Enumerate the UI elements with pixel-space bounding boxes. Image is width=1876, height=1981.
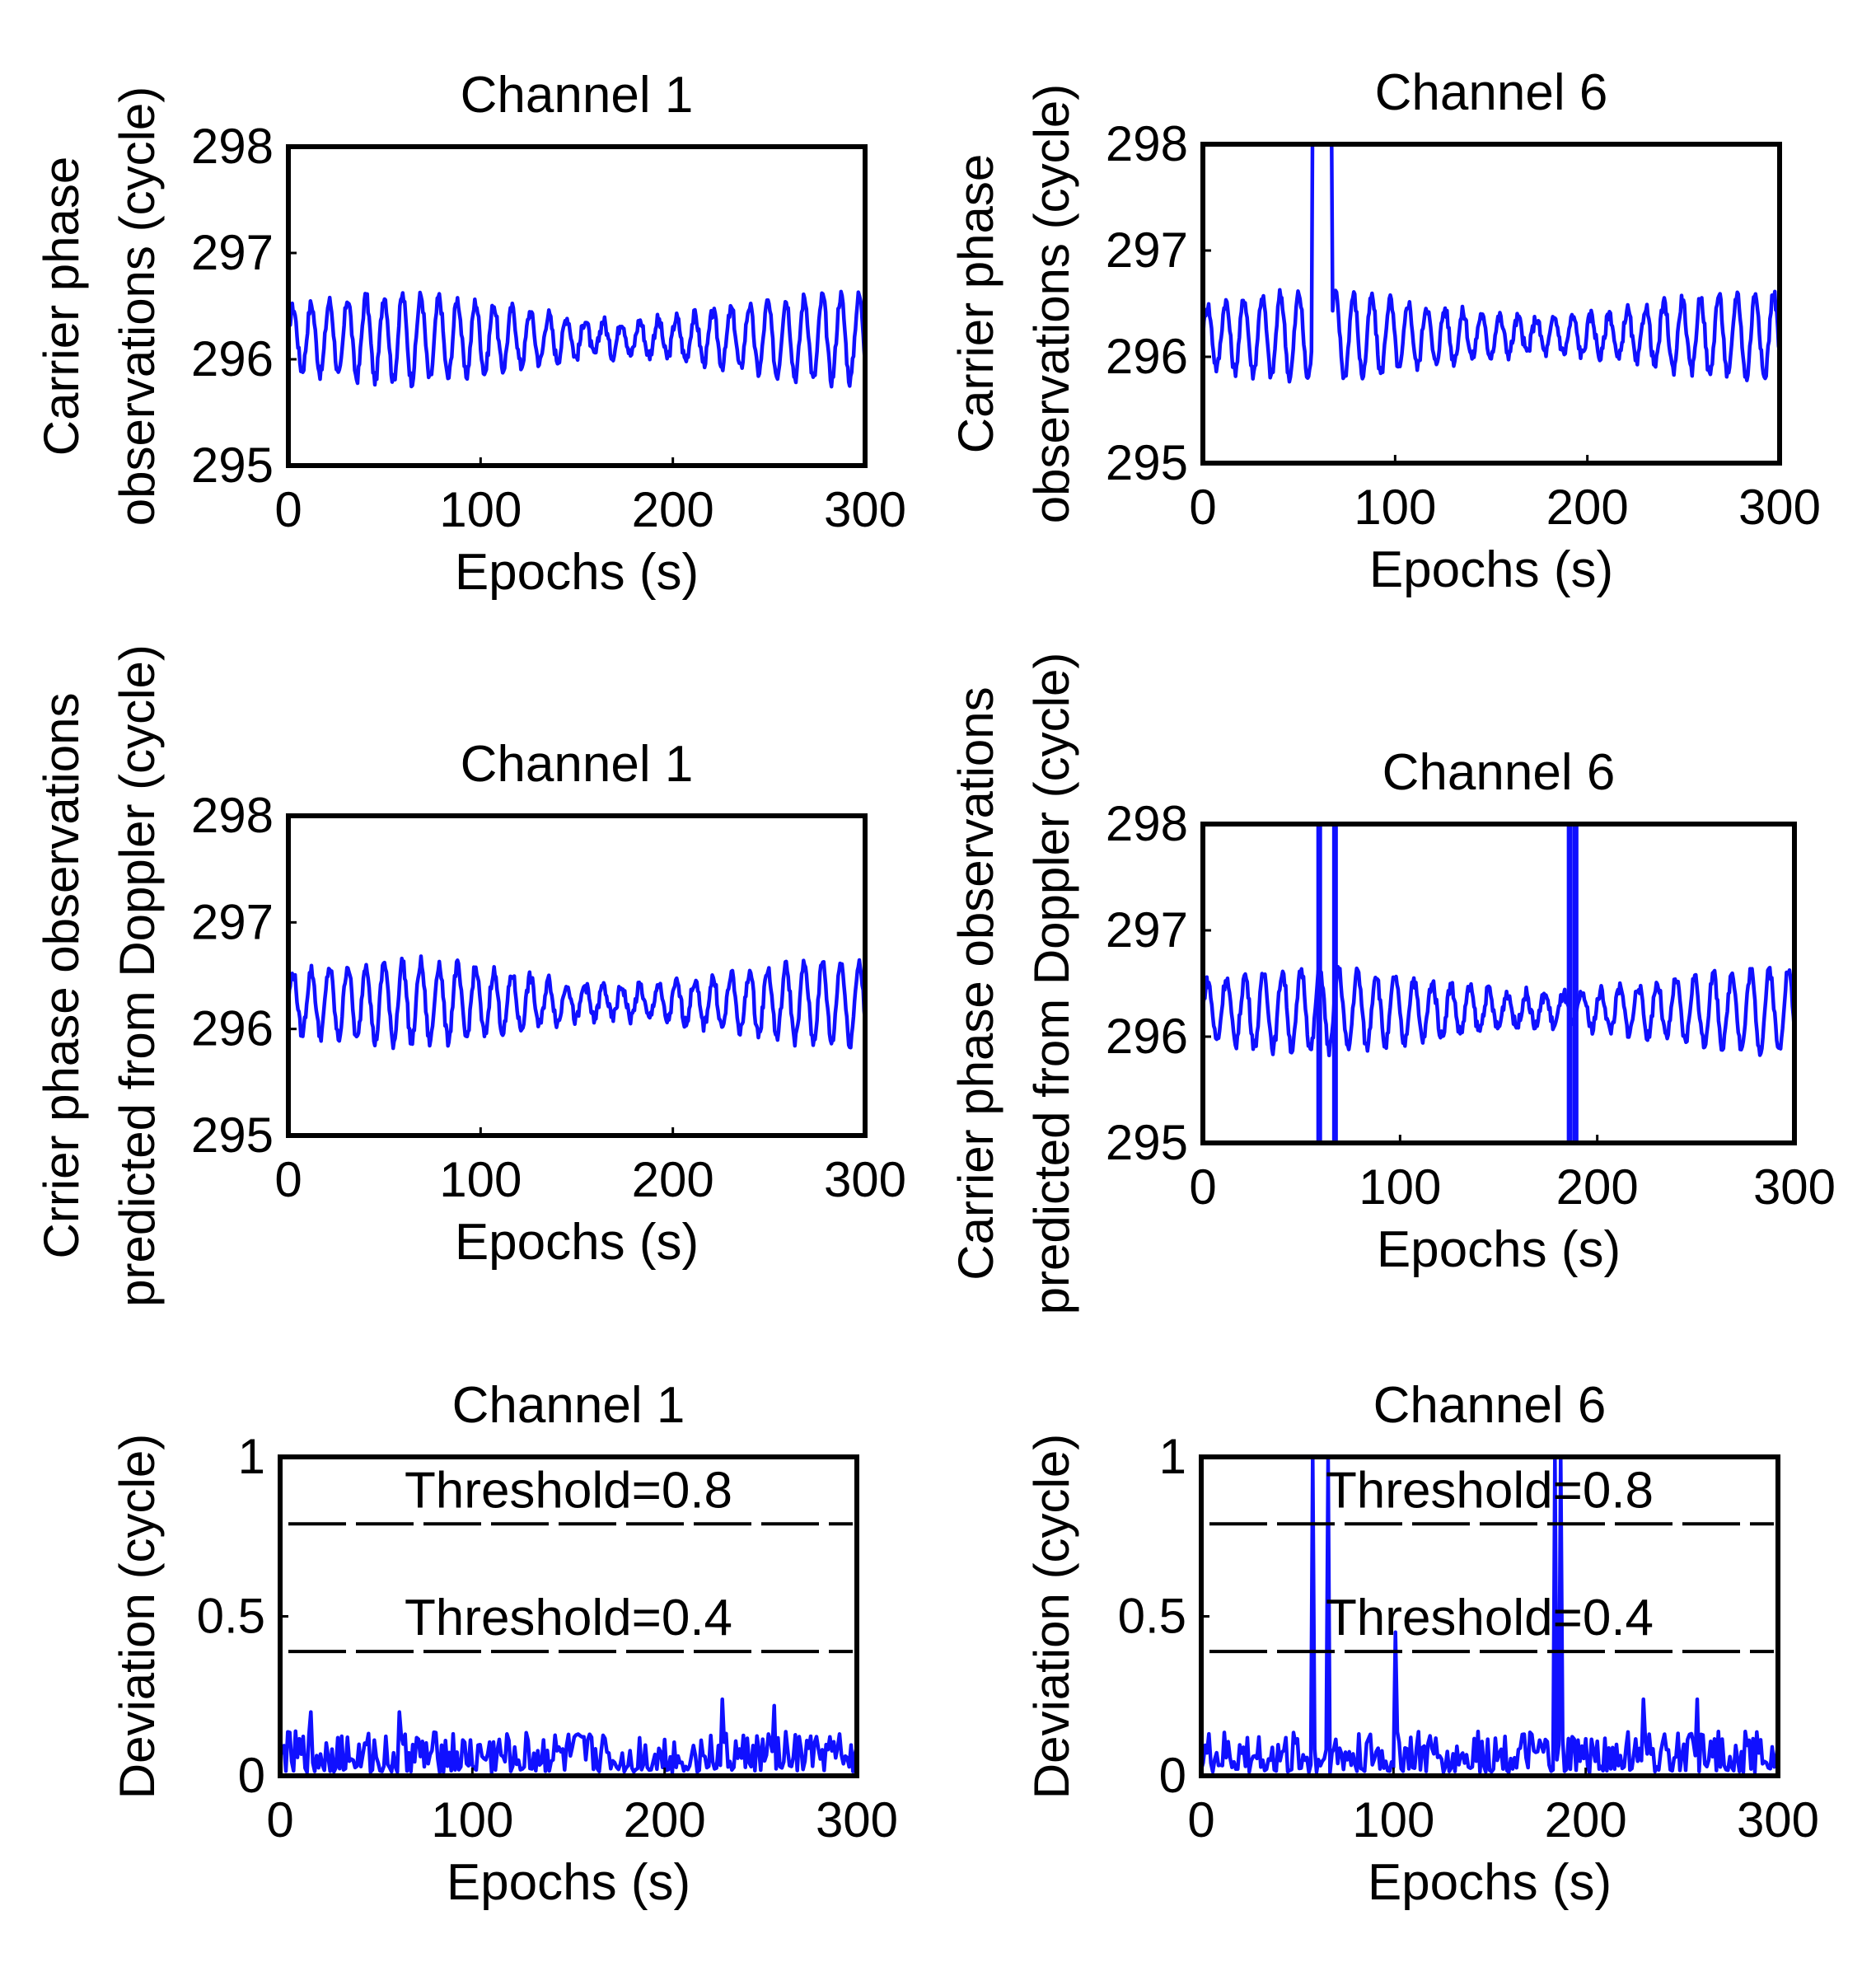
y-tick-label: 298 — [191, 119, 274, 174]
x-tick-label: 200 — [632, 482, 714, 537]
x-tick-label: 200 — [1556, 1159, 1639, 1215]
x-axis-label: Epochs (s) — [1377, 1221, 1621, 1278]
y-tick-label: 297 — [1106, 222, 1188, 278]
y-tick-label: 295 — [191, 438, 274, 493]
x-tick-label: 300 — [824, 482, 906, 537]
x-tick-label: 0 — [274, 1152, 302, 1207]
series-line — [286, 289, 868, 389]
series-line — [1200, 965, 1797, 1058]
y-axis-label: Crrier phase observations — [34, 693, 89, 1259]
y-axis-label: Carrier phase — [948, 154, 1003, 454]
threshold-label: Threshold=0.4 — [405, 1590, 732, 1646]
panel-title: Channel 1 — [461, 736, 694, 793]
axes-frame — [1200, 142, 1782, 466]
y-tick-label: 296 — [1106, 329, 1188, 384]
y-tick-label: 298 — [1106, 796, 1188, 851]
x-tick-label: 200 — [632, 1152, 714, 1207]
x-axis-label: Epochs (s) — [455, 1214, 699, 1271]
x-tick-label: 100 — [1354, 480, 1436, 535]
x-tick-label: 0 — [266, 1792, 293, 1848]
y-tick-label: 295 — [1106, 1115, 1188, 1170]
y-tick-label: 0.5 — [197, 1589, 265, 1644]
series-line — [286, 954, 868, 1051]
panel-p5: Channel 1 Threshold=0.8 Threshold=0.4 0 100 2… — [110, 1377, 898, 1911]
y-tick-label: 296 — [191, 331, 274, 386]
x-tick-label: 0 — [1189, 480, 1216, 535]
panel-p2: Channel 6 0 100 200 300 295 296 297 298 Epochs (s… — [948, 64, 1821, 598]
y-tick-label: 295 — [191, 1108, 274, 1163]
y-tick-label: 0.5 — [1118, 1589, 1186, 1644]
x-tick-label: 300 — [1753, 1159, 1836, 1215]
y-tick-label: 296 — [191, 1001, 274, 1056]
x-tick-label: 100 — [431, 1792, 513, 1848]
panel-title: Channel 1 — [461, 67, 694, 124]
y-axis-label: Deviation (cycle) — [110, 1434, 165, 1799]
panel-title: Channel 1 — [452, 1377, 685, 1434]
panel-title: Channel 6 — [1382, 744, 1616, 801]
series-line — [1199, 1454, 1780, 1775]
x-axis-label: Epochs (s) — [1369, 541, 1613, 598]
series-line — [278, 1697, 859, 1775]
panel-title: Channel 6 — [1373, 1377, 1607, 1434]
x-axis-label: Epochs (s) — [447, 1854, 690, 1911]
series-line — [1200, 142, 1782, 384]
x-tick-label: 300 — [1738, 480, 1821, 535]
x-tick-label: 300 — [816, 1792, 898, 1848]
x-tick-label: 100 — [1359, 1159, 1441, 1215]
threshold-label: Threshold=0.4 — [1326, 1590, 1654, 1646]
y-tick-label: 1 — [238, 1429, 265, 1484]
x-axis-label: Epochs (s) — [455, 544, 699, 601]
y-axis-label: Carrier phase observations — [948, 686, 1003, 1280]
axes-frame — [286, 144, 868, 468]
x-tick-label: 100 — [1352, 1792, 1434, 1848]
x-tick-label: 300 — [824, 1152, 906, 1207]
y-axis-label: Carrier phase — [34, 157, 89, 457]
y-tick-label: 297 — [191, 225, 274, 280]
x-tick-label: 0 — [1189, 1159, 1216, 1215]
x-tick-label: 0 — [274, 482, 302, 537]
axes-frame — [286, 813, 868, 1138]
x-tick-label: 0 — [1187, 1792, 1214, 1848]
axes-frame — [1200, 822, 1797, 1145]
panel-p3: Channel 1 0 100 200 300 295 296 297 298 Epochs (s… — [34, 644, 906, 1307]
x-tick-label: 200 — [1545, 1792, 1627, 1848]
threshold-label: Threshold=0.8 — [405, 1462, 732, 1519]
x-tick-label: 200 — [624, 1792, 706, 1848]
y-tick-label: 0 — [1159, 1748, 1186, 1803]
y-tick-label: 1 — [1159, 1429, 1186, 1484]
x-tick-label: 200 — [1546, 480, 1629, 535]
x-axis-label: Epochs (s) — [1368, 1854, 1612, 1911]
panel-title: Channel 6 — [1375, 64, 1608, 121]
y-tick-label: 0 — [238, 1748, 265, 1803]
y-tick-label: 297 — [191, 894, 274, 949]
y-tick-label: 295 — [1106, 435, 1188, 490]
y-tick-label: 298 — [1106, 116, 1188, 171]
y-tick-label: 296 — [1106, 1009, 1188, 1064]
threshold-label: Threshold=0.8 — [1326, 1462, 1654, 1519]
y-axis-label: Deviation (cycle) — [1024, 1434, 1079, 1799]
x-tick-label: 300 — [1737, 1792, 1819, 1848]
panel-p4: Channel 6 0 100 200 300 295 296 297 298 Epochs (s… — [948, 653, 1836, 1315]
y-axis-label: predicted from Doppler (cycle) — [110, 644, 165, 1307]
panel-p1: Channel 1 0 100 200 300 295 296 297 298 Epochs (s… — [34, 67, 906, 601]
x-tick-label: 100 — [439, 482, 522, 537]
y-tick-label: 298 — [191, 788, 274, 843]
y-axis-label: observations (cycle) — [110, 87, 165, 527]
panel-p6: Channel 6 Threshold=0.8 Threshold=0.4 0 100 2… — [1024, 1377, 1819, 1911]
y-axis-label: observations (cycle) — [1024, 84, 1079, 524]
y-tick-label: 297 — [1106, 902, 1188, 958]
x-tick-label: 100 — [439, 1152, 522, 1207]
y-axis-label: predicted from Doppler (cycle) — [1024, 653, 1079, 1315]
